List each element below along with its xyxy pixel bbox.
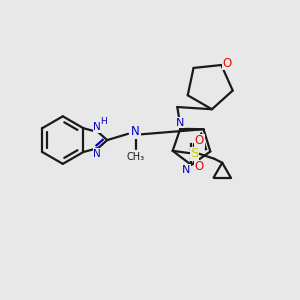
Text: CH₃: CH₃ <box>127 152 145 162</box>
Text: N: N <box>176 118 184 128</box>
Text: N: N <box>93 149 101 159</box>
Text: O: O <box>223 56 232 70</box>
Text: N: N <box>93 122 101 132</box>
Text: O: O <box>195 160 204 173</box>
Text: H: H <box>100 117 106 126</box>
Text: N: N <box>131 125 140 138</box>
Text: S: S <box>190 147 199 160</box>
Text: O: O <box>195 134 204 147</box>
Text: N: N <box>182 165 190 175</box>
